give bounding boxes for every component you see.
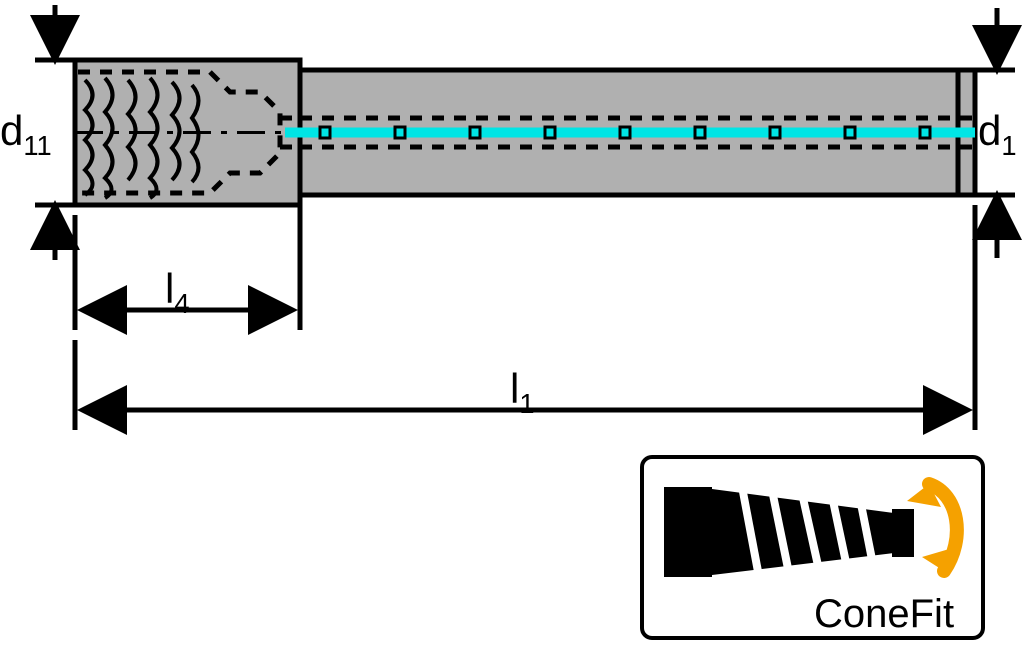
rotation-arrow-icon [907, 484, 957, 571]
label-d1: d1 [978, 107, 1017, 155]
label-d11: d11 [0, 107, 52, 155]
label-l1: l1 [510, 365, 535, 413]
drawing-canvas: d11 d1 l4 l1 [0, 0, 1024, 647]
label-l4: l4 [165, 265, 190, 313]
conefit-badge: ConeFit [640, 455, 985, 640]
conefit-caption: ConeFit [814, 592, 954, 637]
